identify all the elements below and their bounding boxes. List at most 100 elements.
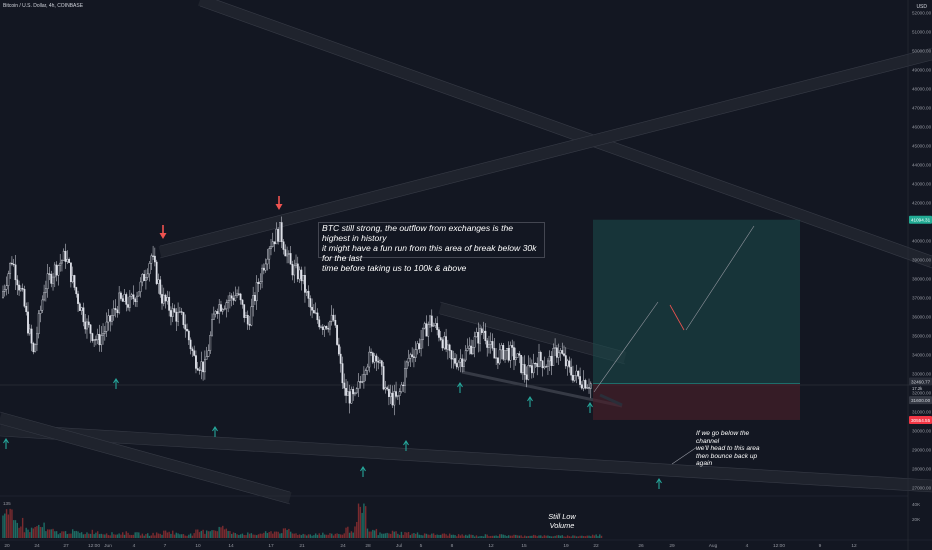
- candle-body: [407, 358, 410, 363]
- up-arrow-head: [457, 381, 463, 388]
- volume-bar: [209, 531, 211, 538]
- volume-bar: [422, 535, 424, 538]
- x-tick-label: 5: [420, 543, 423, 549]
- candle-body: [134, 298, 137, 302]
- volume-bar: [223, 529, 226, 538]
- candle-body: [84, 321, 87, 330]
- candle-body: [64, 250, 67, 262]
- analysis-note[interactable]: BTC still strong, the outflow from excha…: [318, 222, 545, 272]
- candle-body: [9, 262, 12, 274]
- candle-body: [209, 334, 212, 351]
- volume-bar: [248, 533, 251, 538]
- candle-body: [270, 246, 272, 249]
- candle-body: [43, 292, 45, 301]
- candle-body: [25, 305, 28, 313]
- volume-bar: [272, 533, 274, 538]
- volume-bar: [379, 532, 381, 538]
- volume-bar: [397, 533, 399, 538]
- loss-zone[interactable]: [593, 383, 800, 420]
- candle-body: [178, 311, 181, 313]
- candle-body: [284, 249, 287, 257]
- candle-body: [82, 307, 85, 323]
- volume-bar: [313, 535, 315, 538]
- volume-bar: [239, 534, 242, 538]
- candle-body: [11, 262, 13, 265]
- volume-bar: [193, 533, 195, 538]
- candle-body: [66, 259, 69, 262]
- volume-bar: [77, 531, 79, 538]
- candle-body: [311, 307, 313, 311]
- projection-up: [593, 301, 659, 393]
- volume-bar: [27, 529, 29, 538]
- volume-bar: [130, 534, 133, 538]
- candle-body: [423, 323, 426, 329]
- candle-body: [429, 315, 431, 325]
- channel-edge: [0, 435, 932, 493]
- volume-bar: [507, 535, 510, 538]
- volume-bar: [270, 531, 272, 538]
- candle-body: [398, 391, 401, 396]
- volume-bar: [593, 535, 596, 538]
- candle-body: [132, 294, 135, 300]
- volume-bar: [582, 536, 585, 538]
- candle-body: [289, 253, 292, 265]
- candle-body: [234, 295, 237, 301]
- candle-body: [12, 263, 15, 266]
- candle-body: [545, 366, 548, 368]
- candle-body: [421, 327, 424, 341]
- candle-body: [332, 314, 335, 321]
- candle-body: [7, 273, 10, 286]
- candle-body: [130, 294, 133, 297]
- candle-body: [477, 331, 480, 344]
- volume-bar: [434, 534, 437, 538]
- candle-body: [418, 343, 421, 349]
- volume-bar: [191, 535, 194, 538]
- volume-bar: [202, 529, 204, 538]
- y-tick-label: 35000.00: [912, 333, 932, 338]
- candle-body: [380, 360, 383, 367]
- candle-body: [414, 349, 417, 358]
- long-position-tool[interactable]: [593, 219, 800, 420]
- volume-bar: [407, 531, 410, 538]
- volume-bar: [13, 520, 15, 538]
- volume-bar: [386, 532, 388, 538]
- candle-body: [155, 261, 158, 284]
- x-tick-label: Jun: [104, 543, 112, 549]
- volume-bar: [52, 528, 54, 538]
- up-arrow-head: [113, 377, 119, 384]
- volume-bar: [600, 535, 603, 538]
- channel-note[interactable]: If we go below the channel we'll head to…: [696, 430, 774, 467]
- candle-body: [2, 291, 4, 298]
- candle-body: [491, 341, 494, 349]
- candle-body: [257, 282, 260, 284]
- volume-bar: [75, 530, 77, 538]
- candle-body: [18, 284, 20, 291]
- volume-bar: [120, 534, 122, 538]
- candle-body: [53, 264, 56, 278]
- candle-body: [388, 388, 390, 397]
- volume-bar: [522, 536, 524, 538]
- volume-bar: [264, 531, 267, 538]
- candle-body: [143, 273, 146, 281]
- candle-body: [430, 315, 433, 327]
- profit-zone[interactable]: [593, 219, 800, 384]
- candle-body: [118, 292, 121, 313]
- volume-bar: [123, 534, 126, 538]
- candle-body: [89, 324, 92, 334]
- candle-body: [150, 255, 153, 264]
- volume-bar: [5, 509, 8, 538]
- y-tick-label: 42000.00: [912, 200, 932, 205]
- volume-bar: [518, 535, 521, 538]
- x-tick-label: 4: [133, 543, 136, 549]
- projection-up-2: [685, 225, 755, 331]
- candle-body: [203, 359, 206, 373]
- volume-bar: [157, 533, 160, 538]
- candle-body: [98, 334, 101, 346]
- volume-note[interactable]: Still Low Volume: [536, 512, 588, 529]
- volume-bar: [318, 533, 320, 538]
- candle-body: [396, 395, 399, 397]
- volume-bar: [477, 536, 479, 538]
- volume-bar: [495, 535, 497, 538]
